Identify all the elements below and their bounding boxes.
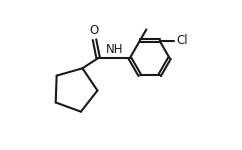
- Text: NH: NH: [106, 43, 124, 56]
- Text: Cl: Cl: [176, 34, 188, 47]
- Text: O: O: [90, 24, 99, 38]
